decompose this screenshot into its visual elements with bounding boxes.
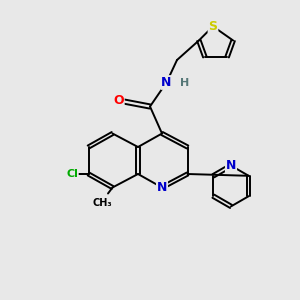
Text: Cl: Cl: [66, 169, 78, 179]
Text: N: N: [161, 76, 172, 89]
Text: CH₃: CH₃: [92, 197, 112, 208]
Text: H: H: [180, 77, 189, 88]
Text: O: O: [113, 94, 124, 107]
Text: N: N: [157, 181, 167, 194]
Text: S: S: [208, 20, 217, 33]
Text: N: N: [226, 159, 236, 172]
